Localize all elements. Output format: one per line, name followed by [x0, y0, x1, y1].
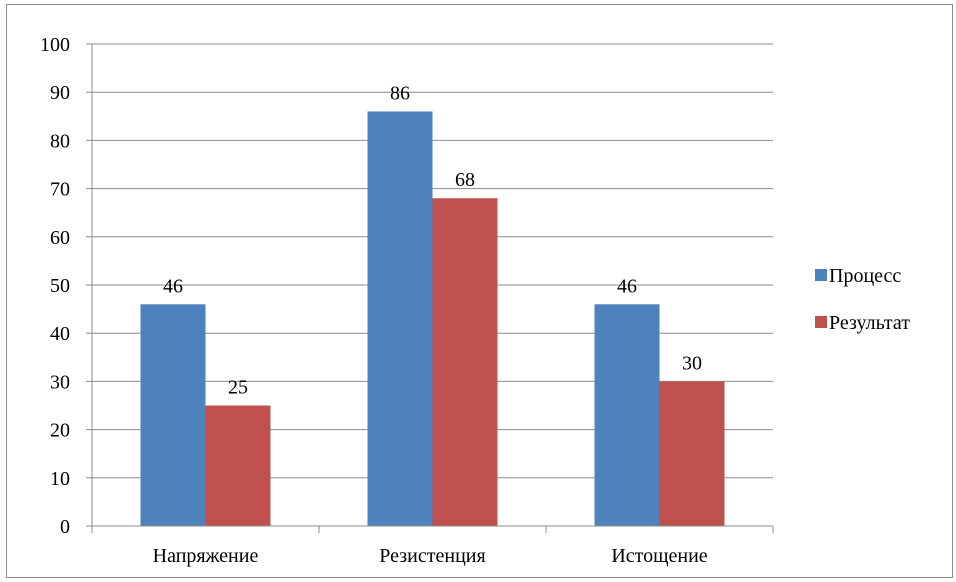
- x-category-label: Истощение: [611, 545, 707, 567]
- y-tick-label: 0: [60, 516, 70, 538]
- y-tick-label: 100: [40, 34, 70, 56]
- data-label: 46: [617, 275, 637, 297]
- y-tick-label: 30: [50, 371, 70, 393]
- legend: Процесс Результат: [815, 265, 910, 334]
- bar-process-2: [594, 304, 660, 526]
- bar-result-0: [205, 405, 271, 526]
- data-label: 25: [228, 377, 248, 399]
- data-label: 46: [163, 275, 183, 297]
- bar-result-1: [432, 198, 498, 527]
- legend-label-result: Результат: [829, 312, 910, 334]
- bars: [140, 111, 725, 527]
- x-category-label: Напряжение: [153, 545, 259, 567]
- y-tick-label: 80: [50, 130, 70, 152]
- y-tick-label: 50: [50, 275, 70, 297]
- y-tick-label: 60: [50, 227, 70, 249]
- x-category-label: Резистенция: [379, 545, 485, 567]
- y-tick-label: 10: [50, 468, 70, 490]
- y-tick-label: 70: [50, 179, 70, 201]
- data-label: 68: [455, 169, 475, 191]
- bar-result-2: [659, 381, 725, 526]
- axes: 0 10 20 30 40 50 60 70 80 90 100 Напряжение Резистен…: [40, 34, 774, 567]
- y-tick-label: 20: [50, 420, 70, 442]
- legend-swatch-process: [815, 269, 827, 281]
- bar-process-0: [140, 304, 206, 526]
- data-label: 30: [682, 352, 702, 374]
- y-tick-label: 40: [50, 323, 70, 345]
- y-tick-label: 90: [50, 82, 70, 104]
- data-label: 86: [390, 82, 410, 104]
- bar-process-1: [367, 111, 433, 526]
- legend-swatch-result: [815, 316, 827, 328]
- data-labels: 46 25 86 68 46 30: [163, 82, 702, 398]
- legend-label-process: Процесс: [829, 265, 901, 287]
